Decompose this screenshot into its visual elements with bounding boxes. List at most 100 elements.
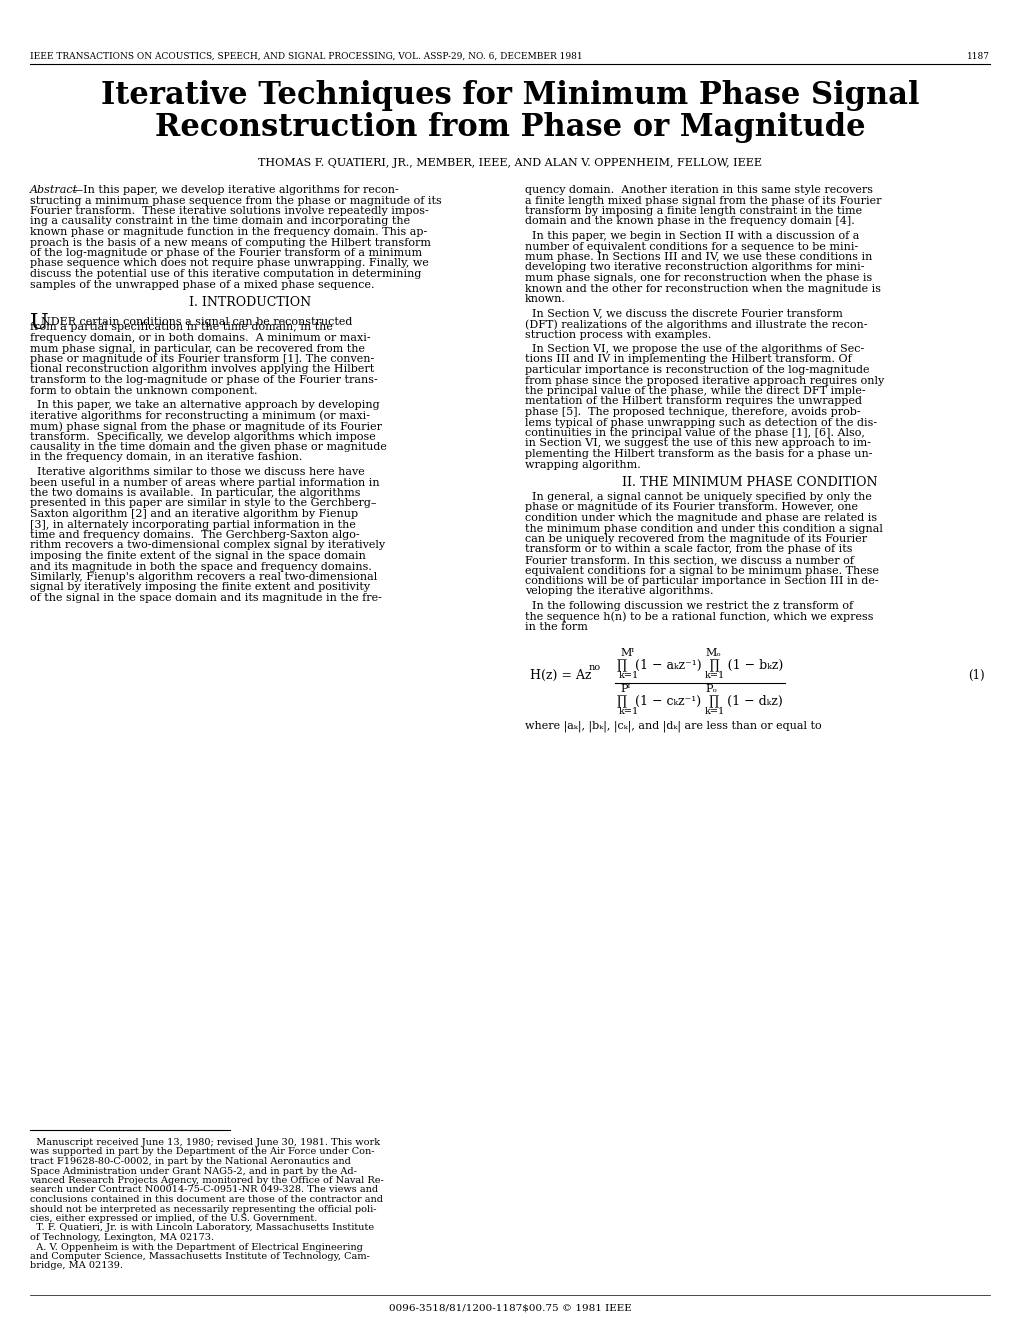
Text: k=1: k=1 (704, 671, 725, 679)
Text: and its magnitude in both the space and frequency domains.: and its magnitude in both the space and … (30, 561, 372, 572)
Text: continuities in the principal value of the phase [1], [6]. Also,: continuities in the principal value of t… (525, 428, 864, 438)
Text: mum phase. In Sections III and IV, we use these conditions in: mum phase. In Sections III and IV, we us… (525, 252, 871, 263)
Text: developing two iterative reconstruction algorithms for mini-: developing two iterative reconstruction … (525, 263, 864, 273)
Text: signal by iteratively imposing the finite extent and positivity: signal by iteratively imposing the finit… (30, 582, 370, 593)
Text: transform or to within a scale factor, from the phase of its: transform or to within a scale factor, f… (525, 545, 852, 554)
Text: a finite length mixed phase signal from the phase of its Fourier: a finite length mixed phase signal from … (525, 195, 880, 206)
Text: tract F19628-80-C-0002, in part by the National Aeronautics and: tract F19628-80-C-0002, in part by the N… (30, 1158, 351, 1166)
Text: phase sequence which does not require phase unwrapping. Finally, we: phase sequence which does not require ph… (30, 259, 428, 268)
Text: (1): (1) (967, 668, 984, 682)
Text: veloping the iterative algorithms.: veloping the iterative algorithms. (525, 586, 713, 597)
Text: lems typical of phase unwrapping such as detection of the dis-: lems typical of phase unwrapping such as… (525, 418, 876, 427)
Text: of the log-magnitude or phase of the Fourier transform of a minimum: of the log-magnitude or phase of the Fou… (30, 248, 422, 259)
Text: phase or magnitude of its Fourier transform. However, one: phase or magnitude of its Fourier transf… (525, 503, 857, 513)
Text: been useful in a number of areas where partial information in: been useful in a number of areas where p… (30, 477, 379, 488)
Text: Similarly, Fienup's algorithm recovers a real two-dimensional: Similarly, Fienup's algorithm recovers a… (30, 572, 377, 582)
Text: wrapping algorithm.: wrapping algorithm. (525, 460, 640, 469)
Text: Abstract: Abstract (30, 186, 78, 195)
Text: cies, either expressed or implied, of the U.S. Government.: cies, either expressed or implied, of th… (30, 1215, 317, 1223)
Text: quency domain.  Another iteration in this same style recovers: quency domain. Another iteration in this… (525, 186, 872, 195)
Text: search under Contract N00014-75-C-0951-NR 049-328. The views and: search under Contract N00014-75-C-0951-N… (30, 1185, 378, 1195)
Text: number of equivalent conditions for a sequence to be mini-: number of equivalent conditions for a se… (525, 241, 857, 252)
Text: Pᴵ: Pᴵ (620, 684, 630, 695)
Text: the minimum phase condition and under this condition a signal: the minimum phase condition and under th… (525, 524, 882, 533)
Text: condition under which the magnitude and phase are related is: condition under which the magnitude and … (525, 513, 876, 522)
Text: THOMAS F. QUATIERI, JR., MEMBER, IEEE, AND ALAN V. OPPENHEIM, FELLOW, IEEE: THOMAS F. QUATIERI, JR., MEMBER, IEEE, A… (258, 158, 761, 168)
Text: in the frequency domain, in an iterative fashion.: in the frequency domain, in an iterative… (30, 452, 302, 463)
Text: In Section VI, we propose the use of the algorithms of Sec-: In Section VI, we propose the use of the… (525, 343, 863, 354)
Text: Iterative algorithms similar to those we discuss here have: Iterative algorithms similar to those we… (30, 467, 365, 477)
Text: structing a minimum phase sequence from the phase or magnitude of its: structing a minimum phase sequence from … (30, 195, 441, 206)
Text: from phase since the proposed iterative approach requires only: from phase since the proposed iterative … (525, 375, 883, 386)
Text: Mᴵ: Mᴵ (620, 648, 634, 659)
Text: k=1: k=1 (619, 671, 639, 679)
Text: the principal value of the phase, while the direct DFT imple-: the principal value of the phase, while … (525, 386, 865, 396)
Text: bridge, MA 02139.: bridge, MA 02139. (30, 1261, 123, 1270)
Text: IEEE TRANSACTIONS ON ACOUSTICS, SPEECH, AND SIGNAL PROCESSING, VOL. ASSP-29, NO.: IEEE TRANSACTIONS ON ACOUSTICS, SPEECH, … (30, 52, 582, 61)
Text: Reconstruction from Phase or Magnitude: Reconstruction from Phase or Magnitude (155, 111, 864, 143)
Text: can be uniquely recovered from the magnitude of its Fourier: can be uniquely recovered from the magni… (525, 534, 866, 544)
Text: the two domains is available.  In particular, the algorithms: the two domains is available. In particu… (30, 488, 360, 499)
Text: was supported in part by the Department of the Air Force under Con-: was supported in part by the Department … (30, 1147, 374, 1156)
Text: mentation of the Hilbert transform requires the unwrapped: mentation of the Hilbert transform requi… (525, 396, 861, 407)
Text: of Technology, Lexington, MA 02173.: of Technology, Lexington, MA 02173. (30, 1233, 214, 1242)
Text: where |aₖ|, |bₖ|, |cₖ|, and |dₖ| are less than or equal to: where |aₖ|, |bₖ|, |cₖ|, and |dₖ| are les… (525, 720, 821, 732)
Text: U: U (30, 312, 49, 334)
Text: mum phase signal, in particular, can be recovered from the: mum phase signal, in particular, can be … (30, 343, 365, 354)
Text: Space Administration under Grant NAG5-2, and in part by the Ad-: Space Administration under Grant NAG5-2,… (30, 1167, 357, 1176)
Text: Manuscript received June 13, 1980; revised June 30, 1981. This work: Manuscript received June 13, 1980; revis… (30, 1138, 380, 1147)
Text: In the following discussion we restrict the z transform of: In the following discussion we restrict … (525, 601, 852, 611)
Text: iterative algorithms for reconstructing a minimum (or maxi-: iterative algorithms for reconstructing … (30, 411, 370, 422)
Text: should not be interpreted as necessarily representing the official poli-: should not be interpreted as necessarily… (30, 1204, 376, 1213)
Text: Pₒ: Pₒ (704, 684, 716, 695)
Text: frequency domain, or in both domains.  A minimum or maxi-: frequency domain, or in both domains. A … (30, 333, 370, 343)
Text: equivalent conditions for a signal to be minimum phase. These: equivalent conditions for a signal to be… (525, 565, 878, 575)
Text: causality in the time domain and the given phase or magnitude: causality in the time domain and the giv… (30, 442, 386, 452)
Text: NDER certain conditions a signal can be reconstructed: NDER certain conditions a signal can be … (41, 317, 352, 328)
Text: transform.  Specifically, we develop algorithms which impose: transform. Specifically, we develop algo… (30, 431, 375, 442)
Text: Iterative Techniques for Minimum Phase Signal: Iterative Techniques for Minimum Phase S… (101, 80, 918, 111)
Text: I. INTRODUCTION: I. INTRODUCTION (189, 296, 311, 309)
Text: known and the other for reconstruction when the magnitude is: known and the other for reconstruction w… (525, 284, 880, 293)
Text: presented in this paper are similar in style to the Gerchberg–: presented in this paper are similar in s… (30, 499, 376, 508)
Text: II. THE MINIMUM PHASE CONDITION: II. THE MINIMUM PHASE CONDITION (622, 476, 877, 489)
Text: 1187: 1187 (966, 52, 989, 61)
Text: and Computer Science, Massachusetts Institute of Technology, Cam-: and Computer Science, Massachusetts Inst… (30, 1252, 370, 1261)
Text: —In this paper, we develop iterative algorithms for recon-: —In this paper, we develop iterative alg… (72, 186, 398, 195)
Text: tions III and IV in implementing the Hilbert transform. Of: tions III and IV in implementing the Hil… (525, 354, 851, 365)
Text: Mₒ: Mₒ (704, 648, 719, 659)
Text: 0096-3518/81/1200-1187$00.75 © 1981 IEEE: 0096-3518/81/1200-1187$00.75 © 1981 IEEE (388, 1303, 631, 1311)
Text: (DFT) realizations of the algorithms and illustrate the recon-: (DFT) realizations of the algorithms and… (525, 320, 866, 330)
Text: k=1: k=1 (619, 707, 639, 716)
Text: ∏  (1 − cₖz⁻¹)  ∏  (1 − dₖz): ∏ (1 − cₖz⁻¹) ∏ (1 − dₖz) (616, 695, 782, 708)
Text: struction process with examples.: struction process with examples. (525, 329, 710, 339)
Text: form to obtain the unknown component.: form to obtain the unknown component. (30, 386, 257, 395)
Text: no: no (588, 663, 600, 671)
Text: ing a causality constraint in the time domain and incorporating the: ing a causality constraint in the time d… (30, 216, 410, 227)
Text: In general, a signal cannot be uniquely specified by only the: In general, a signal cannot be uniquely … (525, 492, 871, 503)
Text: particular importance is reconstruction of the log-magnitude: particular importance is reconstruction … (525, 365, 868, 375)
Text: Fourier transform.  These iterative solutions involve repeatedly impos-: Fourier transform. These iterative solut… (30, 206, 428, 216)
Text: ∏  (1 − aₖz⁻¹)  ∏  (1 − bₖz): ∏ (1 − aₖz⁻¹) ∏ (1 − bₖz) (616, 659, 783, 671)
Text: the sequence h(n) to be a rational function, which we express: the sequence h(n) to be a rational funct… (525, 611, 872, 622)
Text: phase [5].  The proposed technique, therefore, avoids prob-: phase [5]. The proposed technique, there… (525, 407, 860, 416)
Text: Fourier transform. In this section, we discuss a number of: Fourier transform. In this section, we d… (525, 556, 853, 565)
Text: In Section V, we discuss the discrete Fourier transform: In Section V, we discuss the discrete Fo… (525, 309, 842, 318)
Text: transform to the log-magnitude or phase of the Fourier trans-: transform to the log-magnitude or phase … (30, 375, 377, 385)
Text: In this paper, we begin in Section II with a discussion of a: In this paper, we begin in Section II wi… (525, 231, 859, 241)
Text: known.: known. (525, 294, 566, 304)
Text: T. F. Quatieri, Jr. is with Lincoln Laboratory, Massachusetts Institute: T. F. Quatieri, Jr. is with Lincoln Labo… (30, 1224, 374, 1232)
Text: mum phase signals, one for reconstruction when the phase is: mum phase signals, one for reconstructio… (525, 273, 871, 282)
Text: rithm recovers a two-dimensional complex signal by iteratively: rithm recovers a two-dimensional complex… (30, 541, 385, 550)
Text: vanced Research Projects Agency, monitored by the Office of Naval Re-: vanced Research Projects Agency, monitor… (30, 1176, 383, 1185)
Text: plementing the Hilbert transform as the basis for a phase un-: plementing the Hilbert transform as the … (525, 450, 871, 459)
Text: samples of the unwrapped phase of a mixed phase sequence.: samples of the unwrapped phase of a mixe… (30, 280, 374, 289)
Text: proach is the basis of a new means of computing the Hilbert transform: proach is the basis of a new means of co… (30, 237, 431, 248)
Text: in the form: in the form (525, 622, 587, 633)
Text: H(z) = Az: H(z) = Az (530, 668, 591, 682)
Text: Saxton algorithm [2] and an iterative algorithm by Fienup: Saxton algorithm [2] and an iterative al… (30, 509, 358, 518)
Text: time and frequency domains.  The Gerchberg-Saxton algo-: time and frequency domains. The Gerchber… (30, 530, 360, 540)
Text: mum) phase signal from the phase or magnitude of its Fourier: mum) phase signal from the phase or magn… (30, 420, 382, 431)
Text: in Section VI, we suggest the use of this new approach to im-: in Section VI, we suggest the use of thi… (525, 439, 870, 448)
Text: transform by imposing a finite length constraint in the time: transform by imposing a finite length co… (525, 206, 861, 216)
